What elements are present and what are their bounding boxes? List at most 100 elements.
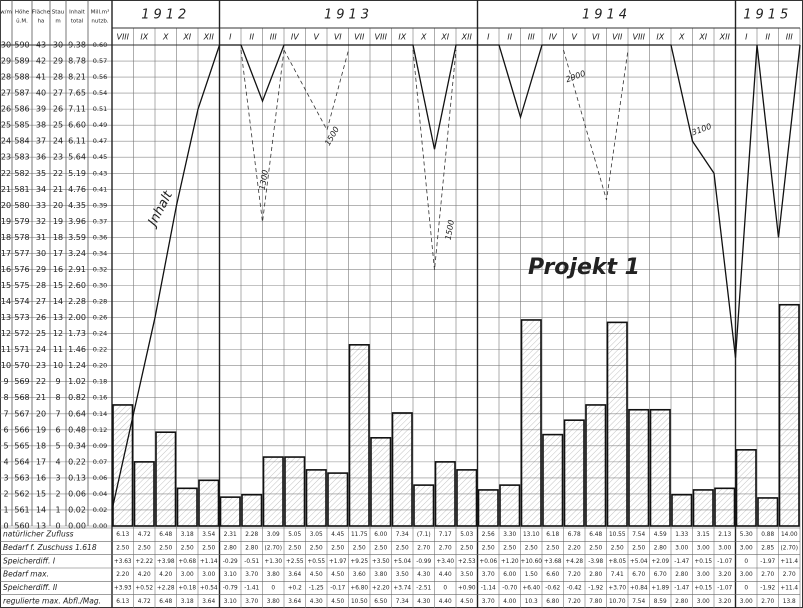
column-header: Inhalt bbox=[69, 10, 85, 16]
scale-cell: 582 bbox=[14, 169, 29, 178]
table-cell: 6.78 bbox=[568, 532, 581, 538]
table-cell: 6.00 bbox=[374, 532, 387, 538]
scale-cell: 31 bbox=[36, 233, 46, 242]
inflow-bar bbox=[413, 484, 435, 527]
scale-cell: 20 bbox=[1, 201, 11, 210]
scale-cell: 589 bbox=[14, 57, 29, 66]
table-cell: 14.00 bbox=[781, 532, 798, 538]
table-cell: +1.89 bbox=[651, 586, 669, 592]
inflow-bar bbox=[133, 461, 155, 527]
inflow-bar bbox=[305, 469, 327, 527]
column-header: Mill.m³ bbox=[91, 9, 110, 16]
row-label: natürlicher Zufluss bbox=[3, 530, 74, 539]
table-cell: 3.00 bbox=[718, 546, 731, 552]
scale-cell: 23 bbox=[53, 153, 63, 162]
table-cell: 5.05 bbox=[288, 532, 301, 538]
scale-cell: 11 bbox=[53, 345, 63, 354]
scale-cell: 21 bbox=[1, 185, 11, 194]
month-label: IV bbox=[291, 33, 299, 42]
column-header: ü.M. bbox=[16, 19, 28, 25]
table-cell: 4.50 bbox=[460, 599, 473, 605]
table-cell: +11.4 bbox=[780, 559, 798, 565]
table-cell: 4.45 bbox=[331, 532, 344, 538]
dashed-line bbox=[240, 49, 285, 223]
table-cell: +5.04 bbox=[393, 559, 411, 565]
scale-cell: 15 bbox=[53, 281, 63, 290]
scale-cell: 0.54 bbox=[93, 89, 107, 97]
table-cell: +1.30 bbox=[264, 559, 282, 565]
table-cell: 4.40 bbox=[439, 599, 452, 605]
table-cell: 4.30 bbox=[417, 572, 430, 578]
scale-cell: 19 bbox=[1, 217, 11, 226]
table-cell: 7.34 bbox=[396, 599, 409, 605]
table-cell: 3.80 bbox=[267, 599, 280, 605]
scale-cell: 14 bbox=[36, 505, 46, 514]
month-label: IV bbox=[549, 33, 557, 42]
scale-cell: 1 bbox=[55, 505, 60, 514]
scale-cell: 561 bbox=[14, 505, 29, 514]
scale-cell: 0.49 bbox=[93, 121, 107, 129]
scale-cell: 5.19 bbox=[68, 169, 86, 178]
scale-cell: 26 bbox=[36, 313, 46, 322]
row-label: Bedarf f. Zuschuss 1.618 bbox=[3, 543, 97, 552]
inflow-bar bbox=[327, 472, 349, 527]
table-cell: 2.50 bbox=[632, 546, 645, 552]
year-label: 1913 bbox=[324, 8, 373, 23]
scale-cell: 2 bbox=[3, 489, 8, 498]
annotation: 1500 bbox=[444, 219, 456, 241]
scale-cell: 0.34 bbox=[93, 249, 107, 257]
inflow-bar bbox=[219, 496, 241, 527]
row-label: Bedarf max. bbox=[3, 570, 49, 579]
annotation: Projekt 1 bbox=[528, 255, 640, 280]
table-cell: 0 bbox=[443, 586, 447, 592]
scale-cell: 1.02 bbox=[68, 377, 86, 386]
month-label: I bbox=[745, 33, 748, 42]
inflow-bar bbox=[542, 433, 564, 527]
table-cell: -1.14 bbox=[481, 586, 496, 592]
scale-cell: 0.30 bbox=[93, 282, 107, 290]
table-cell: 6.18 bbox=[546, 532, 559, 538]
table-cell: 2.70 bbox=[761, 599, 774, 605]
scale-cell: 0.32 bbox=[93, 265, 107, 273]
table-cell: +6.80 bbox=[350, 586, 368, 592]
inflow-bar bbox=[198, 479, 220, 527]
table-cell: 5.03 bbox=[460, 532, 473, 538]
inflow-bar bbox=[262, 456, 284, 527]
inflow-bar bbox=[112, 404, 134, 527]
scale-cell: 13 bbox=[53, 313, 63, 322]
scale-cell: 33 bbox=[36, 201, 46, 210]
scale-cell: 14 bbox=[53, 297, 63, 306]
table-cell: 2.50 bbox=[482, 546, 495, 552]
table-cell: 7.54 bbox=[632, 532, 645, 538]
scale-cell: 27 bbox=[53, 89, 63, 98]
dashed-line bbox=[563, 49, 629, 201]
scale-cell: 7 bbox=[3, 409, 8, 418]
inflow-bar bbox=[628, 408, 650, 527]
scale-cell: 566 bbox=[14, 425, 29, 434]
row-label: Speicherdiff. II bbox=[3, 583, 58, 592]
scale-cell: 27 bbox=[1, 89, 11, 98]
table-cell: 7.41 bbox=[611, 572, 624, 578]
table-cell: 2.50 bbox=[396, 546, 409, 552]
scale-cell: 562 bbox=[14, 489, 29, 498]
scale-cell: 22 bbox=[36, 377, 46, 386]
scale-cell: 34 bbox=[36, 185, 46, 194]
scale-cell: 28 bbox=[1, 73, 11, 82]
scale-cell: 21 bbox=[53, 185, 63, 194]
scale-cell: 0.57 bbox=[93, 57, 107, 65]
scale-cell: 571 bbox=[14, 345, 29, 354]
scale-cell: 0.07 bbox=[93, 458, 107, 466]
scale-cell: 27 bbox=[36, 297, 46, 306]
month-label: III bbox=[528, 33, 536, 42]
table-cell: 1.33 bbox=[675, 532, 688, 538]
scale-cell: 0.06 bbox=[93, 474, 107, 482]
scale-cell: 5 bbox=[3, 441, 8, 450]
month-label: VI bbox=[592, 33, 600, 42]
month-label: II bbox=[507, 33, 512, 42]
scale-cell: 35 bbox=[36, 169, 46, 178]
table-cell: +0.54 bbox=[200, 586, 218, 592]
table-cell: 3.50 bbox=[396, 572, 409, 578]
table-cell: 3.18 bbox=[181, 532, 194, 538]
inflow-bar bbox=[778, 303, 800, 527]
scale-cell: 12 bbox=[1, 329, 11, 338]
